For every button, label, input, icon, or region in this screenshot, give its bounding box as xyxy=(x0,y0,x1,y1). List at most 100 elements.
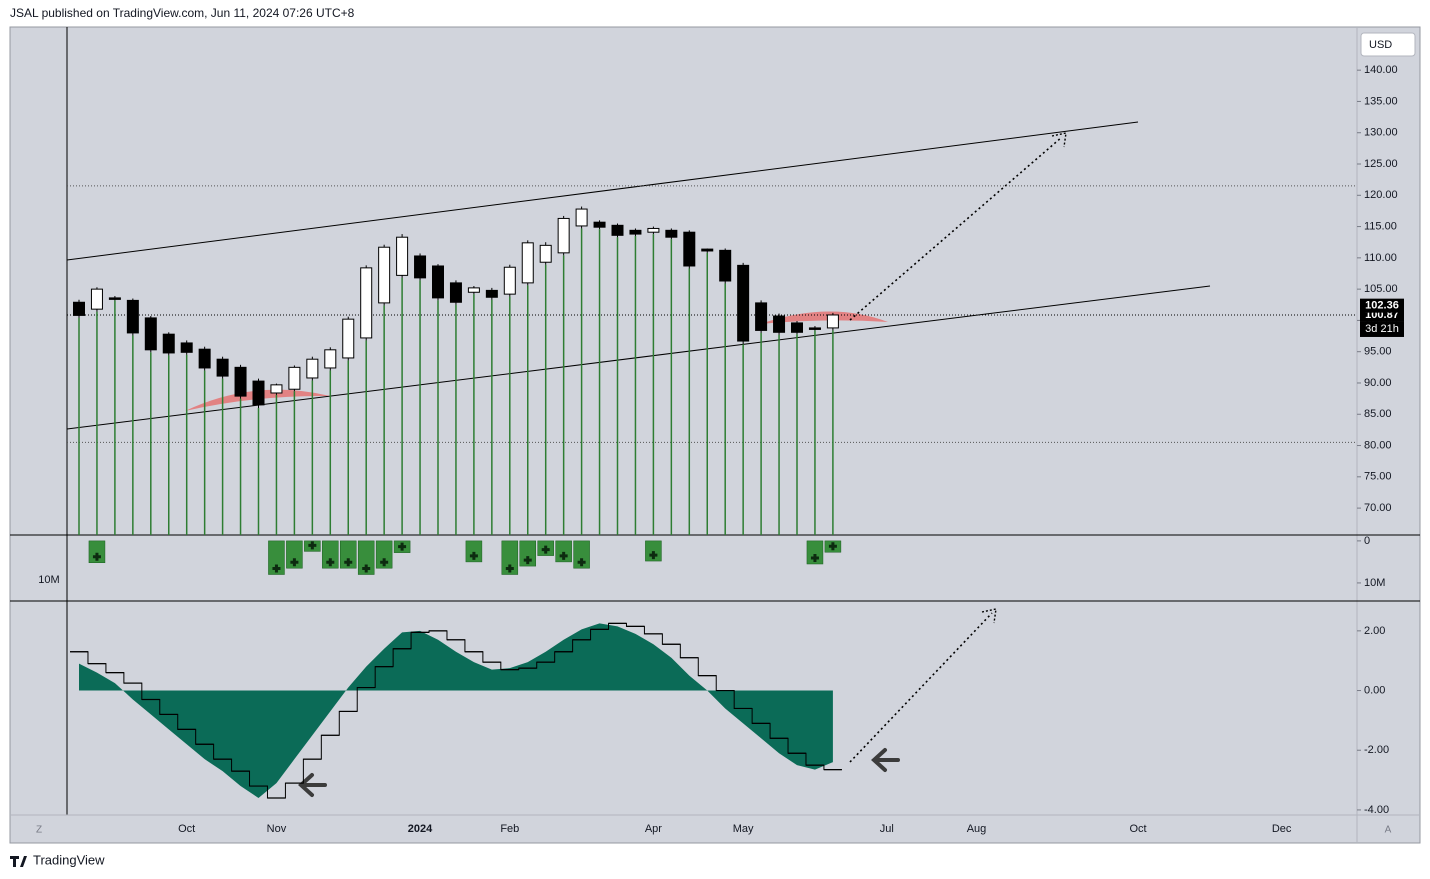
candle-body xyxy=(288,366,301,390)
y-tick-label: 75.00 xyxy=(1364,471,1392,483)
volume-bar xyxy=(501,540,519,575)
x-tick-label: Oct xyxy=(178,823,195,835)
y-tick-label: 2.00 xyxy=(1364,625,1385,637)
candle-body xyxy=(719,249,732,282)
candle-body xyxy=(773,315,786,333)
candle-body xyxy=(270,384,283,394)
candle-body xyxy=(396,236,409,276)
candle-body xyxy=(449,282,462,303)
plus-icon xyxy=(828,542,837,551)
candle-body xyxy=(521,242,534,284)
candle-body xyxy=(342,318,355,359)
projection-arrow xyxy=(849,612,993,763)
candle-body xyxy=(198,348,211,369)
candle-body xyxy=(611,224,624,236)
plus-icon xyxy=(290,558,299,567)
candle-body xyxy=(683,231,696,267)
scale-button[interactable]: Z xyxy=(36,825,42,836)
scale-button[interactable]: A xyxy=(1385,825,1392,836)
footer-logo: TradingView xyxy=(10,852,105,867)
candle-body xyxy=(216,358,229,377)
x-tick-label: Apr xyxy=(645,823,662,835)
x-tick-label: Oct xyxy=(1129,823,1146,835)
candle-body xyxy=(665,229,678,238)
plus-icon xyxy=(380,558,389,567)
candle-body xyxy=(737,264,750,342)
candle-body xyxy=(467,287,480,293)
projection-arrow xyxy=(849,136,1063,321)
candle-body xyxy=(73,301,85,316)
y-tick-label: 70.00 xyxy=(1364,502,1392,514)
currency-button[interactable] xyxy=(1360,32,1416,57)
candle-body xyxy=(180,342,193,353)
plus-icon xyxy=(469,551,478,560)
countdown-box xyxy=(1360,321,1404,337)
candle-body xyxy=(503,266,516,295)
y-tick-label: 120.00 xyxy=(1364,189,1398,201)
candle-body xyxy=(593,221,606,228)
plus-icon xyxy=(505,564,514,573)
candle-body xyxy=(557,217,570,254)
y-tick-label: 105.00 xyxy=(1364,283,1398,295)
candle-body xyxy=(162,333,175,354)
y-tick-label: 10M xyxy=(1364,577,1385,589)
plus-icon xyxy=(541,545,550,554)
y-tick-label: 110.00 xyxy=(1364,252,1397,264)
candle-body xyxy=(539,244,552,263)
plus-icon xyxy=(308,541,317,550)
candle-body xyxy=(485,289,498,298)
candle-body xyxy=(126,299,139,334)
candle-body xyxy=(629,229,642,235)
candle-body xyxy=(324,349,337,369)
volume-bar xyxy=(268,540,285,575)
candle-body xyxy=(701,248,714,252)
plus-icon xyxy=(523,556,532,565)
x-tick-label: Nov xyxy=(267,823,287,835)
plus-icon xyxy=(92,552,101,561)
y-tick-label: -4.00 xyxy=(1364,804,1389,816)
oscillator-area xyxy=(79,623,833,798)
y-tick-label: 0 xyxy=(1364,535,1370,547)
plus-icon xyxy=(362,564,371,573)
y-tick-label: 140.00 xyxy=(1364,64,1398,76)
plus-icon xyxy=(326,558,335,567)
candle-body xyxy=(647,227,660,233)
candle-body xyxy=(432,265,444,299)
pointer-arrow xyxy=(298,773,327,797)
currency-label[interactable]: USD xyxy=(1369,39,1392,51)
x-tick-label: May xyxy=(733,823,754,835)
x-tick-label: 2024 xyxy=(408,823,433,835)
candle-body xyxy=(755,302,768,331)
y-tick-label: 80.00 xyxy=(1364,439,1392,451)
trend-line xyxy=(66,121,1139,261)
candle-body xyxy=(306,358,319,379)
candle-body xyxy=(791,322,803,333)
candle-body xyxy=(575,208,588,227)
footer-text: TradingView xyxy=(33,852,105,867)
candle-body xyxy=(234,366,247,397)
plus-icon xyxy=(810,554,819,563)
candle-body xyxy=(808,327,821,330)
price-label: 102.36 xyxy=(1365,300,1399,312)
plus-icon xyxy=(649,551,658,560)
y-tick-label: 90.00 xyxy=(1364,377,1392,389)
x-tick-label: Feb xyxy=(500,823,519,835)
pointer-arrow xyxy=(871,748,900,772)
x-tick-label: Jul xyxy=(880,823,894,835)
x-tick-label: Dec xyxy=(1272,823,1292,835)
plus-icon xyxy=(559,551,568,560)
candle-body xyxy=(378,246,391,304)
y-tick-label: 115.00 xyxy=(1364,220,1397,232)
candle-body xyxy=(90,288,103,310)
candle-body xyxy=(144,317,157,351)
volume-bar xyxy=(357,540,375,575)
countdown: 3d 21h xyxy=(1365,323,1399,335)
plus-icon xyxy=(398,542,407,551)
candle-body xyxy=(360,267,373,339)
y-tick-label: 125.00 xyxy=(1364,158,1398,170)
y-tick-label: 85.00 xyxy=(1364,408,1392,420)
price-label-box xyxy=(1360,298,1404,313)
candle-body xyxy=(826,314,839,329)
